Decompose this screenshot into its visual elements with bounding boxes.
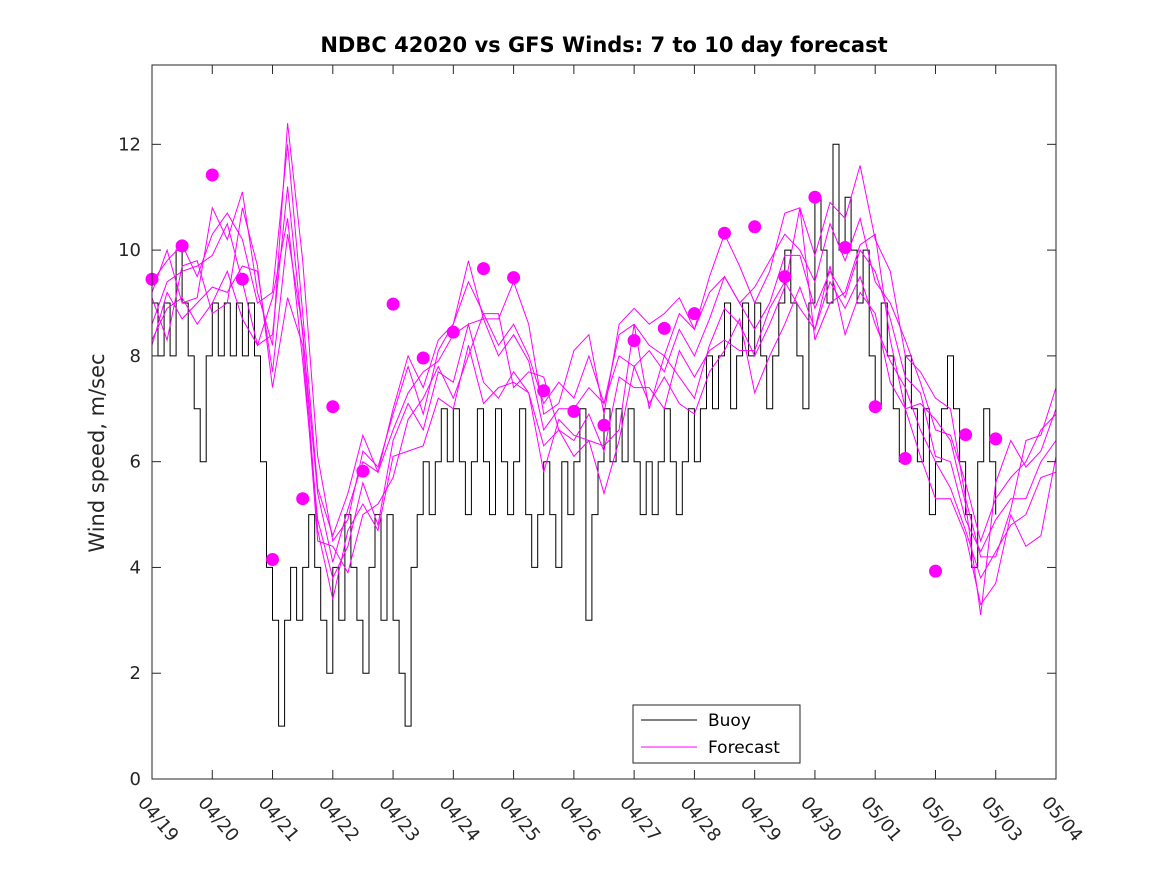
forecast-marker (446, 325, 460, 339)
forecast-series-line-2 (151, 218, 1057, 580)
chart-title: NDBC 42020 vs GFS Winds: 7 to 10 day for… (320, 33, 887, 57)
forecast-marker (326, 400, 340, 414)
y-tick-label: 4 (130, 557, 141, 578)
forecast-marker (507, 271, 521, 285)
forecast-marker (808, 190, 822, 204)
forecast-marker (959, 428, 973, 442)
legend-forecast-label: Forecast (708, 738, 780, 758)
y-tick-label: 10 (118, 240, 141, 261)
forecast-marker (868, 400, 882, 414)
forecast-marker (296, 492, 310, 506)
legend-buoy-label: Buoy (708, 711, 751, 731)
forecast-marker (748, 220, 762, 234)
forecast-marker (627, 334, 641, 348)
buoy-series-line (152, 143, 997, 727)
forecast-series-line-5 (151, 123, 1057, 558)
forecast-marker (567, 404, 581, 418)
y-tick-label: 12 (118, 134, 141, 155)
y-tick-label: 8 (130, 346, 141, 367)
forecast-marker (929, 564, 942, 578)
forecast-marker (356, 464, 370, 478)
forecast-marker (175, 239, 189, 253)
series-layer (145, 123, 1057, 727)
forecast-marker (718, 226, 731, 240)
legend: Buoy Forecast (632, 704, 801, 764)
y-tick-label: 6 (130, 452, 141, 473)
forecast-marker (898, 452, 912, 465)
forecast-marker (477, 262, 490, 276)
y-tick-label: 2 (130, 663, 141, 684)
y-tick-label: 0 (130, 769, 141, 790)
legend-box (632, 704, 801, 764)
forecast-marker (657, 321, 671, 335)
forecast-marker (205, 168, 219, 182)
forecast-marker (386, 297, 400, 311)
y-axis-label: Wind speed, m/sec (85, 353, 109, 552)
forecast-marker (778, 270, 792, 284)
forecast-marker (989, 432, 1003, 446)
forecast-marker (597, 418, 611, 432)
forecast-marker (235, 272, 249, 286)
axes-box (151, 64, 1057, 780)
forecast-marker (416, 351, 430, 365)
forecast-marker (687, 307, 701, 321)
forecast-marker (537, 384, 551, 398)
forecast-marker (838, 241, 852, 254)
forecast-marker (266, 553, 279, 566)
forecast-series-line-6 (151, 234, 1057, 606)
y-axis-ticks: 0 2 4 6 8 10 12 (118, 134, 1056, 790)
